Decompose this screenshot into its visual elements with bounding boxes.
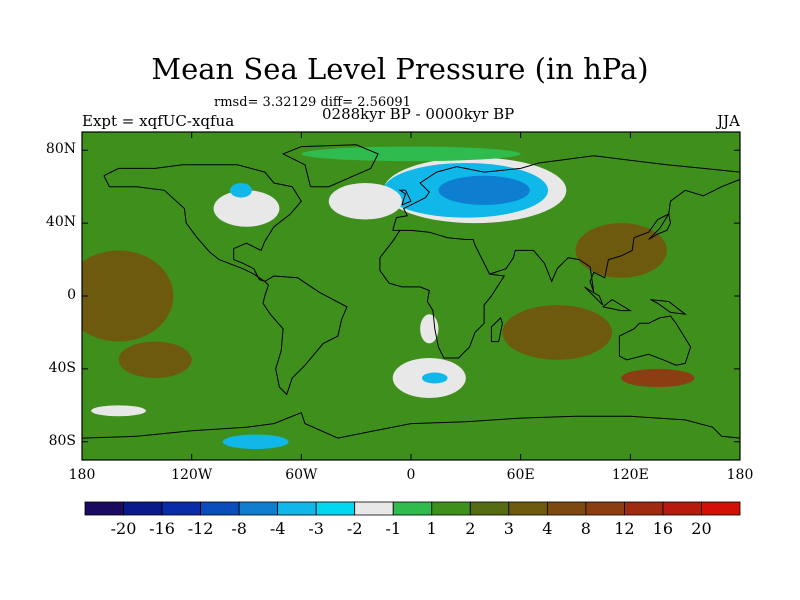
- pressure-anomaly-layer: [82, 146, 695, 450]
- latitude-label: 40S: [48, 359, 76, 376]
- pressure-region: [420, 314, 439, 344]
- colorbar-swatch: [161, 501, 201, 516]
- pressure-region: [621, 368, 695, 388]
- colorbar-swatch: [431, 501, 471, 516]
- colorbar-label: -16: [149, 519, 175, 538]
- pressure-region: [328, 183, 402, 220]
- colorbar-label: 1: [426, 519, 437, 538]
- latitude-label: 80N: [45, 141, 76, 158]
- coastline: [262, 275, 348, 396]
- pressure-region: [82, 250, 174, 342]
- colorbar-swatch: [701, 501, 741, 516]
- colorbar-swatch: [238, 501, 279, 516]
- longitude-label: 60E: [506, 467, 535, 483]
- colorbar-swatch: [624, 501, 664, 516]
- coastline: [602, 298, 633, 312]
- colorbar-swatch: [200, 501, 240, 516]
- colorbar-label: -20: [110, 519, 137, 538]
- colorbar-label: -3: [308, 519, 324, 538]
- season-label: JJA: [717, 112, 740, 130]
- longitude-label: 120E: [611, 467, 649, 483]
- coastline: [392, 155, 740, 231]
- pressure-region: [222, 434, 289, 450]
- coastline: [648, 212, 672, 240]
- colorbar-swatch: [84, 501, 124, 516]
- latitude-label: 40N: [45, 214, 76, 231]
- pressure-region: [118, 341, 192, 378]
- coastline: [392, 178, 740, 293]
- coastline: [281, 144, 379, 188]
- coastline: [650, 299, 687, 315]
- longitude-label: 60W: [285, 467, 318, 483]
- coastline: [82, 411, 740, 439]
- colorbar-swatch: [508, 501, 548, 516]
- pressure-region: [230, 183, 252, 198]
- axis-ticks: [81, 132, 741, 460]
- pressure-region: [91, 405, 146, 417]
- stats-line: rmsd= 3.32129 diff= 2.56091: [214, 95, 411, 110]
- latitude-label: 0: [67, 287, 76, 303]
- colorbar-label: 12: [614, 519, 635, 538]
- colorbar-label: 16: [652, 519, 674, 538]
- coastlines: [82, 144, 740, 439]
- coastline: [490, 316, 503, 343]
- colorbar-swatch: [392, 501, 433, 516]
- coastline: [618, 315, 692, 366]
- pressure-region: [213, 190, 280, 227]
- colorbar-swatch: [123, 501, 163, 516]
- colorbar-label: -2: [346, 519, 363, 538]
- colorbar-label: 4: [542, 519, 553, 538]
- latitude-label: 80S: [48, 432, 76, 449]
- longitude-label: 180: [68, 467, 96, 483]
- pressure-region: [301, 146, 521, 162]
- period-label: 0288kyr BP - 0000kyr BP: [322, 105, 515, 123]
- colorbar-label: 20: [691, 519, 712, 538]
- colorbar-label: -8: [231, 519, 247, 538]
- colorbar-label: -12: [187, 519, 214, 538]
- colorbar-label: 2: [465, 519, 476, 538]
- colorbar-swatch: [662, 501, 702, 516]
- map-title: Mean Sea Level Pressure (in hPa): [151, 52, 649, 86]
- colorbar-swatch: [546, 501, 587, 516]
- longitude-label: 180: [726, 467, 754, 483]
- colorbar-label: -4: [269, 519, 286, 538]
- pressure-region: [438, 175, 530, 205]
- colorbar: [84, 501, 741, 516]
- experiment-label: Expt = xqfUC-xqfua: [82, 112, 235, 130]
- pressure-region: [575, 223, 667, 278]
- coastline: [584, 286, 604, 306]
- coastline: [379, 230, 506, 359]
- colorbar-swatch: [354, 501, 394, 516]
- longitude-label: 0: [406, 467, 416, 483]
- colorbar-swatch: [277, 501, 317, 516]
- colorbar-swatch: [315, 501, 356, 516]
- colorbar-swatch: [585, 501, 625, 516]
- colorbar-label: -1: [385, 519, 402, 538]
- pressure-region: [502, 305, 613, 360]
- coastline: [103, 164, 302, 282]
- colorbar-label: 8: [580, 519, 591, 538]
- longitude-label: 120W: [171, 467, 213, 483]
- pressure-region: [421, 372, 448, 384]
- colorbar-label: 3: [503, 519, 514, 538]
- coastline: [398, 189, 412, 206]
- colorbar-swatch: [469, 501, 510, 516]
